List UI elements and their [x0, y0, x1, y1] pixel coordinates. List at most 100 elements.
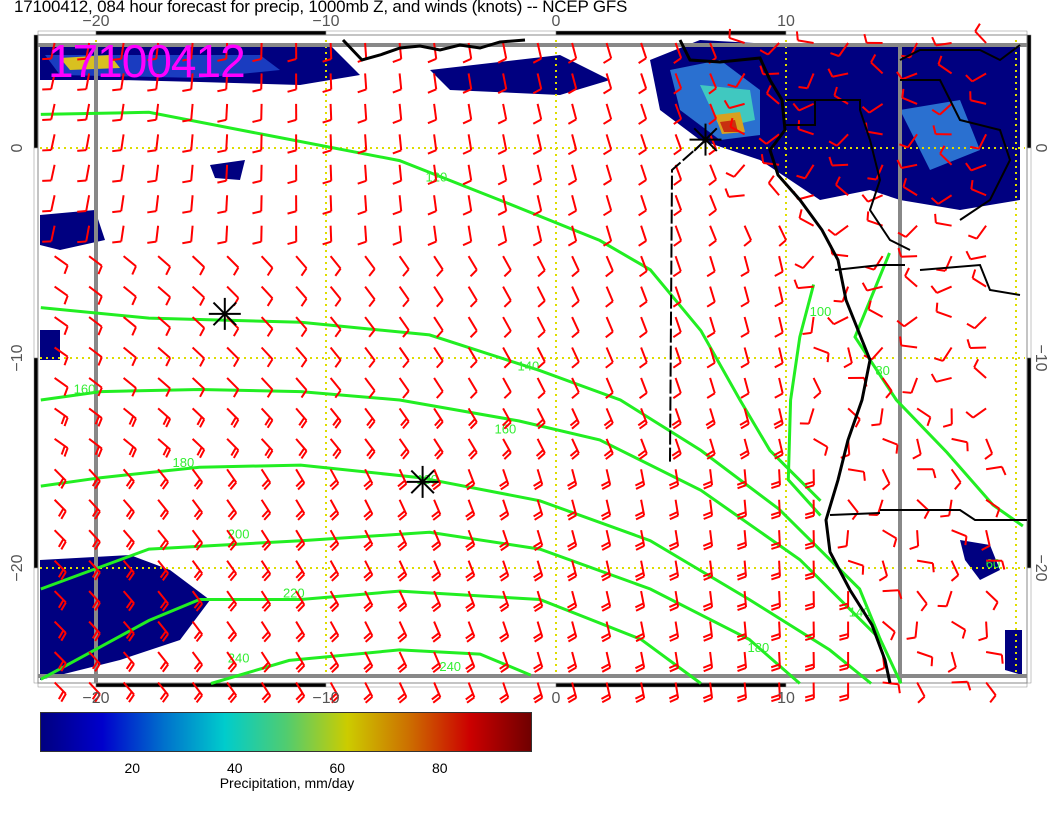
- wind-barb: [600, 560, 612, 582]
- barb-flag: [287, 118, 297, 124]
- wind-barb: [122, 651, 135, 673]
- wind-barb: [950, 468, 962, 490]
- wind-barb: [499, 621, 510, 643]
- wind-barb: [828, 133, 849, 147]
- wind-barb: [638, 103, 648, 125]
- barb-flag: [195, 603, 203, 612]
- barb-flag: [432, 665, 441, 674]
- barb-flag: [398, 665, 407, 674]
- wind-barb: [182, 42, 194, 62]
- barb-staff: [951, 620, 966, 631]
- barb-flag: [567, 483, 577, 491]
- barb-flag: [193, 630, 201, 640]
- wind-barb: [357, 164, 368, 185]
- barb-staff: [536, 103, 543, 120]
- wind-barb: [322, 134, 333, 154]
- barb-staff: [295, 316, 308, 330]
- barb-flag: [128, 511, 135, 520]
- wind-barb: [897, 247, 918, 258]
- wind-barb: [329, 651, 340, 673]
- barb-staff: [985, 651, 1003, 656]
- barb-flag: [295, 662, 304, 670]
- wind-barb: [157, 560, 169, 581]
- barb-flag: [252, 149, 262, 154]
- barb-staff: [833, 316, 849, 326]
- wind-barb: [978, 621, 989, 642]
- barb-flag: [534, 514, 543, 521]
- barb-flag: [497, 118, 507, 125]
- wind-barb: [728, 28, 745, 44]
- barb-staff: [836, 133, 849, 147]
- barb-staff: [54, 316, 69, 328]
- wind-barb: [668, 469, 680, 490]
- barb-flag: [567, 571, 576, 579]
- barb-flag: [165, 266, 172, 276]
- barb-staff: [226, 377, 240, 391]
- wind-barb: [42, 103, 56, 121]
- wind-barb: [567, 651, 578, 673]
- wind-barb: [497, 134, 508, 155]
- wind-barb: [77, 225, 91, 244]
- barb-staff: [802, 255, 815, 269]
- wind-barb: [392, 225, 403, 246]
- barb-flag: [300, 298, 308, 307]
- wind-barb: [329, 377, 342, 399]
- wind-barb: [532, 164, 543, 186]
- barb-flag: [131, 357, 137, 367]
- barb-flag: [567, 88, 577, 95]
- wind-barb: [427, 103, 438, 125]
- wind-barb: [725, 164, 746, 178]
- wind-barb: [603, 438, 614, 460]
- wind-barb: [792, 102, 815, 112]
- barb-staff: [902, 186, 918, 197]
- barb-flag: [298, 417, 306, 426]
- wind-barb: [567, 103, 578, 125]
- colorbar-tick: 80: [431, 760, 448, 776]
- barb-flag: [91, 599, 99, 609]
- wind-barb: [638, 377, 648, 399]
- wind-barb: [397, 621, 408, 643]
- barb-flag: [497, 179, 507, 186]
- barb-flag: [770, 602, 781, 608]
- barb-flag: [537, 421, 546, 430]
- barb-staff: [985, 621, 989, 638]
- barb-flag: [368, 298, 376, 308]
- wind-barb: [673, 225, 683, 247]
- wind-barb: [600, 529, 612, 551]
- wind-barb: [112, 195, 125, 214]
- barb-flag: [199, 388, 206, 398]
- barb-staff: [882, 681, 899, 686]
- barb-flag: [368, 329, 376, 338]
- barb-staff: [467, 164, 473, 181]
- barb-staff: [875, 164, 884, 180]
- barb-flag: [60, 510, 67, 520]
- wind-barb: [502, 316, 512, 339]
- barb-flag: [932, 469, 937, 479]
- wind-barb: [182, 164, 194, 184]
- wind-barb: [602, 164, 613, 186]
- barb-flag: [366, 448, 374, 457]
- wind-barb: [467, 286, 478, 308]
- barb-flag: [532, 118, 542, 125]
- barb-staff: [985, 465, 1003, 471]
- barb-staff: [536, 225, 543, 242]
- wind-barb: [770, 469, 781, 490]
- precip-area: [1005, 630, 1022, 675]
- barb-staff: [728, 102, 745, 110]
- barb-flag: [357, 240, 367, 246]
- barb-flag: [165, 357, 172, 367]
- barb-flag: [263, 573, 272, 582]
- wind-barb: [260, 255, 274, 277]
- wind-barb: [364, 316, 376, 338]
- barb-staff: [901, 344, 918, 349]
- barb-flag: [638, 452, 648, 460]
- barb-flag: [182, 118, 192, 123]
- wind-barb: [605, 255, 614, 278]
- barb-staff: [157, 316, 171, 329]
- barb-flag: [295, 692, 304, 701]
- barb-flag: [329, 601, 338, 609]
- barb-flag: [934, 357, 944, 362]
- barb-flag: [673, 239, 682, 247]
- barb-flag: [297, 695, 306, 704]
- country-border: [834, 264, 905, 271]
